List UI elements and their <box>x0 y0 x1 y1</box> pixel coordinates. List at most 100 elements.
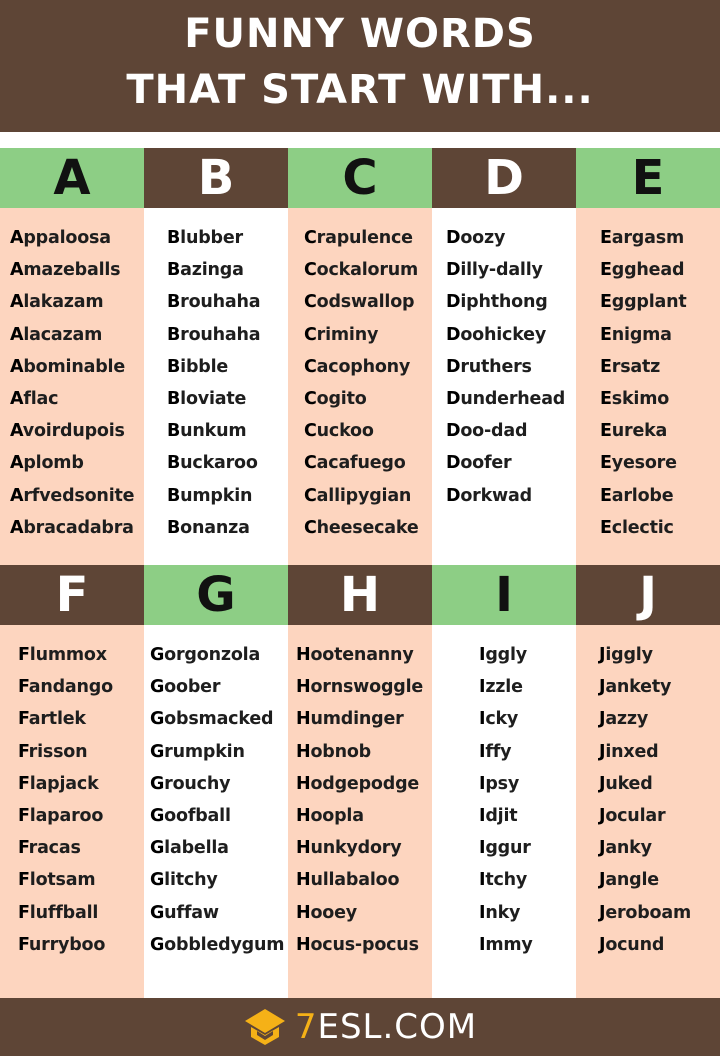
word-item: Hooey <box>296 902 357 923</box>
word-item: Izzle <box>479 677 523 698</box>
word-item: Gobsmacked <box>150 709 274 730</box>
word-item: Doo-dad <box>446 421 528 442</box>
letter-header-i: I <box>432 565 576 625</box>
word-item: Bibble <box>167 356 229 377</box>
word-item: Eskimo <box>600 388 670 409</box>
word-item: Janky <box>599 838 652 859</box>
word-item: Doohickey <box>446 324 547 345</box>
word-item: Guffaw <box>150 902 219 923</box>
word-item: Cacafuego <box>304 453 406 474</box>
word-item: Ipsy <box>479 773 520 794</box>
word-item: Iffy <box>479 741 512 762</box>
word-item: Doozy <box>446 228 506 248</box>
word-item: Jocund <box>599 934 665 955</box>
word-item: Hodgepodge <box>296 773 420 794</box>
word-item: Eargasm <box>600 228 684 248</box>
word-item: Fandango <box>18 677 113 698</box>
word-item: Grumpkin <box>150 741 245 762</box>
word-item: Aflac <box>10 388 59 409</box>
word-list-b: Blubber Bazinga Brouhaha Brouhaha Bibble Blov… <box>144 208 288 565</box>
word-item: Appaloosa <box>10 228 111 248</box>
word-item: Jazzy <box>599 709 649 730</box>
word-list-a: Appaloosa Amazeballs Alakazam Alacazam Abomi… <box>0 208 144 565</box>
word-item: Goober <box>150 677 221 698</box>
word-item: Itchy <box>479 870 528 891</box>
title-line-2: THAT START WITH... <box>126 67 594 113</box>
word-item: Flummox <box>18 645 107 665</box>
word-item: Avoirdupois <box>10 421 125 442</box>
word-item: Amazeballs <box>10 260 121 281</box>
word-item: Diphthong <box>446 292 548 313</box>
word-item: Hobnob <box>296 741 372 762</box>
word-item: Eggplant <box>600 292 687 313</box>
word-item: Cuckoo <box>304 421 374 442</box>
word-list-g: Gorgonzola Goober Gobsmacked Grumpkin Grouch… <box>144 625 288 998</box>
word-item: Jiggly <box>599 645 653 665</box>
word-item: Icky <box>479 709 519 730</box>
word-list-e: Eargasm Egghead Eggplant Enigma Ersatz Eskimo… <box>576 208 720 565</box>
word-item: Gobbledygum <box>150 934 285 955</box>
word-item: Bloviate <box>167 388 247 409</box>
word-item: Glitchy <box>150 870 218 891</box>
title-banner: FUNNY WORDS THAT START WITH... <box>0 0 720 132</box>
logo-text: 7ESL.COM <box>295 1007 477 1047</box>
word-item: Jangle <box>599 870 659 891</box>
logo-prefix: 7 <box>294 1007 318 1047</box>
letter-header-a: A <box>0 148 144 208</box>
word-item: Hocus-pocus <box>296 934 419 955</box>
word-item: Ersatz <box>600 356 661 377</box>
word-item: Frisson <box>18 741 88 762</box>
word-item: Cockalorum <box>304 260 419 281</box>
word-item: Idjit <box>479 805 518 826</box>
word-item: Jinxed <box>599 741 659 762</box>
word-item: Dorkwad <box>446 485 532 506</box>
word-list-d: Doozy Dilly-dally Diphthong Doohickey Druthe… <box>432 208 576 565</box>
word-item: Cheesecake <box>304 517 419 538</box>
word-item: Jocular <box>599 805 666 826</box>
letter-header-b: B <box>144 148 288 208</box>
word-list-h: Hootenanny Hornswoggle Humdinger Hobnob Hodg… <box>288 625 432 998</box>
word-item: Hootenanny <box>296 645 414 665</box>
word-item: Earlobe <box>600 485 674 506</box>
word-item: Cacophony <box>304 356 411 377</box>
word-item: Jankety <box>599 677 672 698</box>
word-item: Eyesore <box>600 453 677 474</box>
letter-header-g: G <box>144 565 288 625</box>
word-item: Criminy <box>304 324 379 345</box>
word-list-j: Jiggly Jankety Jazzy Jinxed Juked Jocular Jank… <box>576 625 720 998</box>
word-item: Hunkydory <box>296 838 402 859</box>
word-item: Humdinger <box>296 709 404 730</box>
word-item: Grouchy <box>150 773 231 794</box>
word-item: Brouhaha <box>167 292 261 313</box>
word-item: Crapulence <box>304 228 413 248</box>
word-item: Hullabaloo <box>296 870 400 891</box>
word-item: Gorgonzola <box>150 645 261 665</box>
word-item: Codswallop <box>304 292 415 313</box>
word-item: Glabella <box>150 838 229 859</box>
letter-header-c: C <box>288 148 432 208</box>
word-item: Alacazam <box>10 324 103 345</box>
word-item: Dilly-dally <box>446 260 543 281</box>
word-item: Furryboo <box>18 934 106 955</box>
word-item: Inky <box>479 902 521 923</box>
word-item: Goofball <box>150 805 231 826</box>
word-item: Alakazam <box>10 292 104 313</box>
word-item: Hoopla <box>296 805 364 826</box>
word-item: Dunderhead <box>446 388 566 409</box>
footer: 7ESL.COM <box>0 998 720 1056</box>
word-item: Bumpkin <box>167 485 253 506</box>
word-item: Doofer <box>446 453 512 474</box>
word-item: Jeroboam <box>599 902 692 923</box>
title-line-1: FUNNY WORDS <box>184 11 536 57</box>
word-item: Fracas <box>18 838 81 859</box>
letter-header-d: D <box>432 148 576 208</box>
word-item: Juked <box>599 773 653 794</box>
logo-name: ESL.COM <box>317 1007 478 1047</box>
word-item: Abominable <box>10 356 125 377</box>
word-item: Callipygian <box>304 485 412 506</box>
word-item: Fluffball <box>18 902 99 923</box>
word-item: Fartlek <box>18 709 86 730</box>
word-item: Hornswoggle <box>296 677 424 698</box>
word-list-c: Crapulence Cockalorum Codswallop Criminy Cac… <box>288 208 432 565</box>
